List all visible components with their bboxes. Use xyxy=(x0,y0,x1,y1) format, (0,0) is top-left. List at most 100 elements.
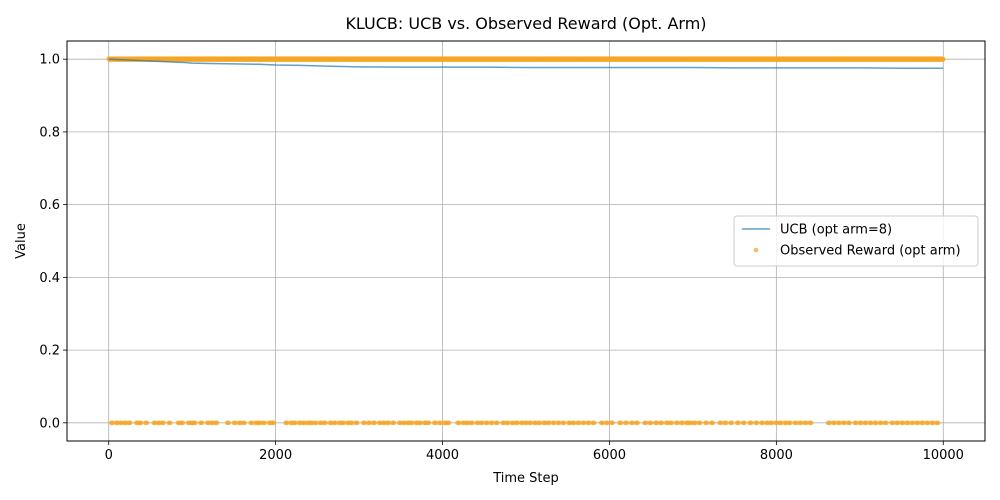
reward-point xyxy=(793,420,799,426)
reward-point xyxy=(495,420,500,426)
reward-point xyxy=(718,420,724,426)
reward-point xyxy=(742,420,747,426)
data-layer xyxy=(106,56,946,426)
reward-point xyxy=(591,420,597,426)
x-tick-label: 2000 xyxy=(259,448,292,463)
reward-point xyxy=(659,420,665,426)
reward-point xyxy=(874,420,879,426)
reward-point xyxy=(446,420,452,426)
reward-point xyxy=(506,420,511,426)
reward-point xyxy=(586,420,592,426)
reward-point xyxy=(859,420,864,426)
reward-point xyxy=(754,420,760,426)
reward-point xyxy=(433,420,439,426)
reward-point xyxy=(386,420,392,426)
reward-point xyxy=(654,420,660,426)
reward-point xyxy=(551,420,557,426)
y-tick-label: 1.0 xyxy=(39,53,60,68)
reward-point xyxy=(854,420,859,426)
reward-point xyxy=(367,420,373,426)
reward-point xyxy=(869,420,874,426)
y-axis-label: Value xyxy=(14,223,29,259)
reward-point xyxy=(778,420,784,426)
reward-point xyxy=(571,420,577,426)
y-tick-label: 0.8 xyxy=(39,125,60,140)
reward-point xyxy=(827,420,832,426)
reward-point xyxy=(226,420,232,426)
reward-point xyxy=(624,420,630,426)
y-tick-label: 0.2 xyxy=(39,344,60,359)
reward-point xyxy=(333,420,338,426)
legend: UCB (opt arm=8) Observed Reward (opt arm) xyxy=(733,215,979,267)
reward-point xyxy=(930,420,936,426)
legend-label: Observed Reward (opt arm) xyxy=(780,244,961,259)
reward-point xyxy=(233,420,238,426)
reward-point xyxy=(680,420,686,426)
reward-point xyxy=(729,420,735,426)
reward-point xyxy=(515,420,520,426)
reward-point xyxy=(546,420,552,426)
reward-point xyxy=(372,420,378,426)
y-tick-label: 0.0 xyxy=(39,416,60,431)
x-axis-label: Time Step xyxy=(492,471,559,486)
reward-point xyxy=(723,420,729,426)
reward-point xyxy=(910,420,916,426)
reward-point xyxy=(610,420,615,426)
reward-point xyxy=(935,420,941,426)
reward-point xyxy=(537,420,543,426)
legend-marker-swatch xyxy=(753,247,759,253)
reward-point xyxy=(242,420,247,426)
reward-point xyxy=(905,420,911,426)
reward-point xyxy=(605,420,610,426)
reward-point xyxy=(418,420,423,426)
reward-point xyxy=(803,420,809,426)
reward-point xyxy=(710,420,716,426)
reward-point xyxy=(900,420,906,426)
reward-point xyxy=(470,420,475,426)
reward-point xyxy=(391,420,397,426)
x-tick-label: 10000 xyxy=(923,448,964,463)
reward-point xyxy=(354,420,360,426)
reward-point xyxy=(940,56,946,62)
reward-point xyxy=(480,420,485,426)
reward-point xyxy=(576,420,582,426)
reward-point xyxy=(630,420,635,426)
reward-point xyxy=(249,420,255,426)
reward-point xyxy=(760,420,766,426)
y-tick-label: 0.4 xyxy=(39,271,60,286)
tick-layer: 0 2000 4000 6000 8000 10000 0.0 0.2 0.4 0.6 0.8 1.0 xyxy=(39,53,964,463)
reward-point xyxy=(915,420,921,426)
reward-point xyxy=(925,420,931,426)
reward-point xyxy=(600,420,605,426)
reward-point xyxy=(879,420,884,426)
reward-point xyxy=(485,420,490,426)
reward-point xyxy=(748,420,754,426)
reward-point xyxy=(669,420,675,426)
reward-point xyxy=(180,420,186,426)
reward-point xyxy=(920,420,926,426)
reward-point xyxy=(648,420,654,426)
reward-point xyxy=(618,420,624,426)
reward-point xyxy=(314,420,319,426)
reward-point xyxy=(556,420,562,426)
reward-point xyxy=(262,420,267,426)
reward-point xyxy=(842,420,847,426)
reward-point xyxy=(341,420,347,426)
reward-point xyxy=(832,420,837,426)
plot-frame xyxy=(66,40,986,442)
reward-point xyxy=(199,420,205,426)
reward-point xyxy=(692,420,698,426)
x-tick-label: 8000 xyxy=(760,448,793,463)
reward-point xyxy=(890,420,896,426)
reward-point xyxy=(675,420,681,426)
chart-title: KLUCB: UCB vs. Observed Reward (Opt. Arm… xyxy=(345,14,706,33)
reward-point xyxy=(144,420,150,426)
reward-point xyxy=(193,420,198,426)
y-tick-label: 0.6 xyxy=(39,198,60,213)
reward-zeros-group xyxy=(108,420,941,426)
x-tick-label: 0 xyxy=(105,448,113,463)
reward-point xyxy=(808,420,814,426)
reward-ones-group xyxy=(106,56,946,63)
